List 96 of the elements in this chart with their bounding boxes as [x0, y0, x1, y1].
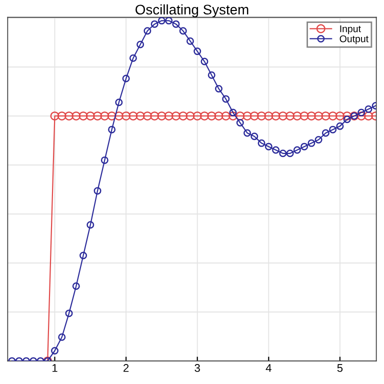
point — [214, 111, 224, 120]
point — [50, 347, 58, 354]
point — [186, 37, 194, 45]
point — [306, 111, 316, 120]
point — [86, 221, 94, 229]
x-tick-label: 5 — [337, 364, 343, 372]
point — [122, 111, 131, 120]
point — [300, 142, 308, 150]
point — [292, 111, 302, 120]
point — [100, 111, 110, 120]
point — [336, 122, 344, 130]
point — [257, 111, 266, 120]
point — [222, 95, 230, 103]
point — [100, 156, 108, 164]
point — [150, 111, 160, 120]
point — [57, 111, 66, 120]
point — [94, 187, 102, 195]
point — [144, 27, 152, 35]
x-tick-label: 4 — [266, 364, 272, 372]
point — [171, 111, 180, 120]
point — [72, 111, 81, 120]
point — [80, 252, 88, 260]
chart-title: Oscillating System — [136, 4, 248, 18]
point — [150, 20, 158, 28]
point — [236, 111, 245, 120]
point — [107, 111, 116, 120]
point — [128, 111, 138, 120]
point — [200, 111, 209, 120]
legend-label: Output — [340, 35, 368, 44]
point — [364, 111, 373, 120]
point — [115, 98, 123, 106]
legend-label: Input — [340, 25, 361, 34]
point — [264, 111, 274, 120]
point — [158, 17, 166, 24]
point — [229, 108, 237, 116]
point — [228, 111, 238, 120]
point — [300, 111, 309, 120]
point — [343, 116, 351, 124]
point — [136, 111, 145, 120]
point — [157, 111, 166, 120]
point — [192, 111, 202, 120]
point — [335, 111, 344, 120]
point — [308, 139, 316, 147]
point — [356, 111, 366, 120]
point — [136, 40, 144, 48]
point — [221, 111, 230, 120]
point — [179, 27, 187, 35]
point — [329, 126, 337, 134]
point — [364, 105, 372, 113]
point — [286, 150, 294, 158]
point — [358, 108, 366, 116]
point — [78, 111, 88, 120]
point — [50, 111, 60, 120]
point — [293, 146, 301, 154]
point — [286, 111, 295, 120]
point — [64, 111, 74, 120]
point — [271, 111, 280, 120]
point — [250, 111, 259, 120]
point — [108, 126, 116, 134]
x-tick-label: 2 — [124, 364, 129, 372]
point — [207, 111, 216, 120]
point — [242, 111, 252, 120]
x-tick-label: 3 — [194, 364, 200, 372]
point — [58, 333, 66, 341]
point — [314, 136, 322, 144]
point — [278, 111, 288, 120]
point — [258, 139, 266, 147]
point — [200, 58, 208, 66]
point — [129, 54, 137, 62]
point — [250, 132, 258, 140]
point — [208, 71, 216, 79]
point — [314, 111, 324, 120]
point — [186, 111, 195, 120]
point — [65, 310, 73, 318]
point — [142, 111, 152, 120]
point — [328, 111, 338, 120]
point — [236, 119, 244, 127]
point — [122, 74, 130, 82]
point — [342, 111, 352, 120]
point — [165, 17, 173, 24]
point — [322, 129, 330, 137]
point — [194, 48, 202, 56]
point — [321, 111, 330, 120]
point — [178, 111, 188, 120]
point — [164, 111, 174, 120]
point — [114, 111, 124, 120]
point — [72, 282, 80, 290]
point — [86, 111, 95, 120]
point — [279, 150, 287, 158]
point — [244, 129, 252, 137]
point — [264, 142, 272, 150]
point — [172, 20, 180, 28]
point — [272, 146, 280, 154]
x-tick-label: 1 — [52, 364, 58, 372]
point — [214, 84, 222, 92]
point — [93, 111, 102, 120]
